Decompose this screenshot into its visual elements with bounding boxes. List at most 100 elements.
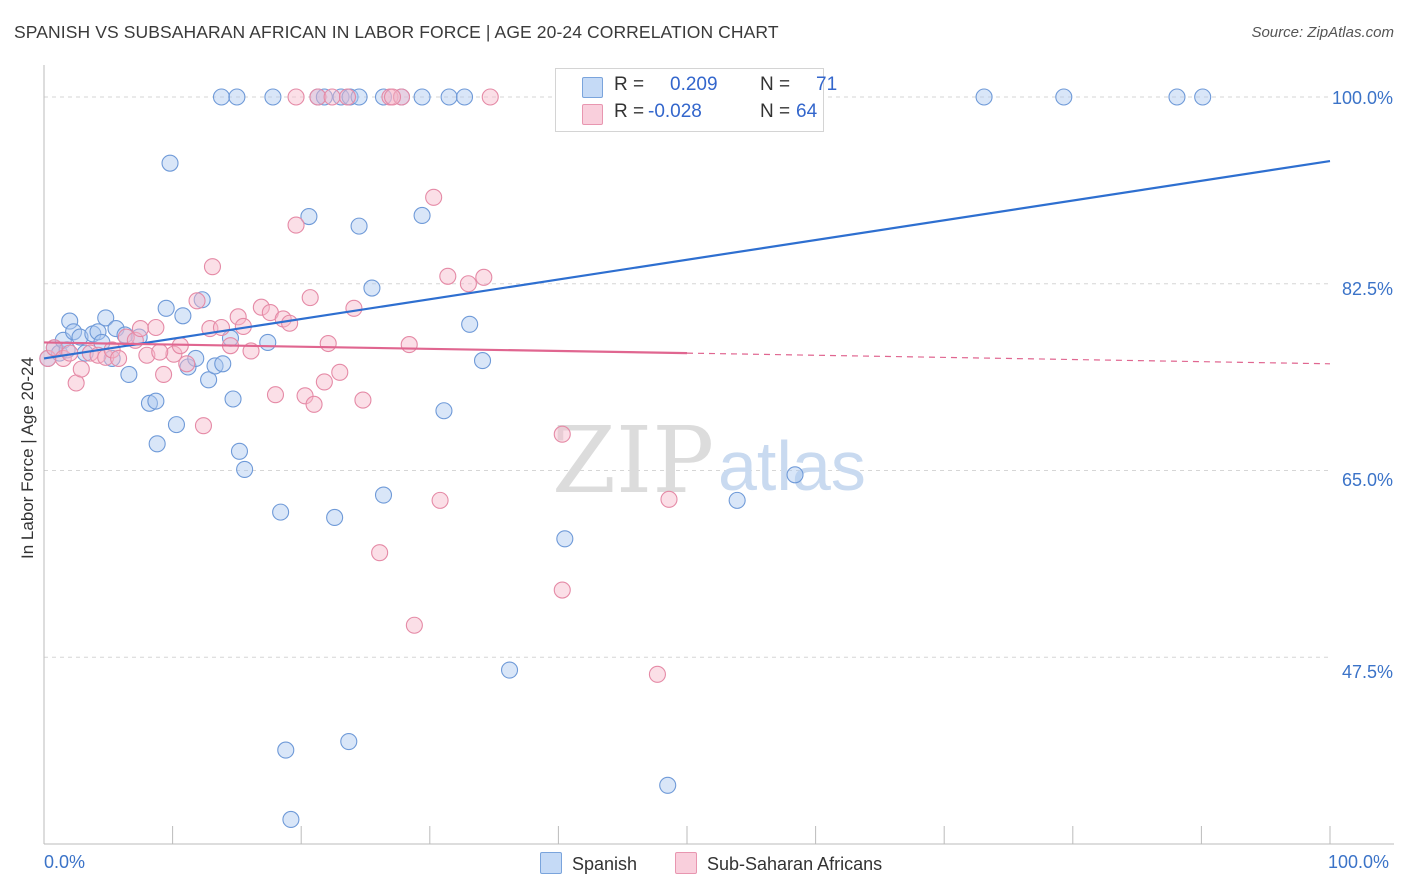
spanish-point [374, 88, 393, 106]
spanish-point [120, 365, 138, 384]
axes [43, 65, 1394, 845]
bottom-legend-spanish: Spanish [540, 852, 637, 875]
spanish-point [272, 503, 290, 521]
bottom-legend-label: Sub-Saharan Africans [707, 854, 883, 874]
subsaharan-point [345, 299, 363, 317]
subsaharan-point [229, 308, 247, 326]
spanish-point [193, 291, 211, 309]
y-tick-100: 100.0% [1331, 88, 1393, 108]
subsaharan-point [553, 425, 571, 443]
spanish-point [440, 88, 458, 106]
x-tick-max: 100.0% [1328, 852, 1390, 872]
watermark: ZIP atlas [552, 407, 866, 514]
spanish-point [230, 442, 249, 460]
spanish-point [413, 88, 431, 106]
watermark-zip: ZIP [552, 407, 714, 514]
spanish-point [350, 217, 368, 235]
subsaharan-point [131, 320, 149, 338]
legend-swatch-subsaharan [582, 104, 603, 125]
spanish-point [435, 402, 453, 420]
bottom-legend-swatch-spanish [540, 852, 562, 874]
watermark-atlas: atlas [718, 427, 866, 505]
spanish-point [277, 741, 295, 759]
spanish-point [89, 323, 107, 341]
subsaharan-point [305, 395, 323, 413]
subsaharan-point [459, 275, 477, 293]
spanish-point [556, 530, 574, 548]
spanish-point [212, 88, 231, 106]
subsaharan-point [151, 343, 169, 361]
correlation-legend: R = 0.209 N = 71 R = -0.028 N = 64 [555, 68, 837, 132]
bottom-legend-label: Spanish [572, 854, 638, 874]
spanish-point [264, 88, 282, 106]
spanish-point [1055, 88, 1073, 106]
spanish-point [161, 154, 179, 172]
spanish-point [1194, 88, 1212, 106]
spanish-point [97, 309, 115, 327]
subsaharan-point [287, 216, 305, 234]
subsaharan-point [281, 314, 299, 332]
subsaharan-point [331, 363, 349, 381]
legend-n-value: 71 [816, 74, 838, 95]
gridlines [44, 96, 1330, 658]
subsaharan-point [155, 365, 173, 384]
trend-lines [43, 159, 1331, 365]
legend-swatch-spanish [582, 77, 603, 98]
chart-title: SPANISH VS SUBSAHARAN AFRICAN IN LABOR F… [14, 22, 779, 42]
subsaharan-point [425, 188, 443, 206]
subsaharan-point [147, 318, 165, 337]
subsaharan-point [354, 391, 372, 409]
subsaharan-point [287, 88, 305, 106]
spanish-point [157, 299, 175, 317]
legend-r-value: -0.028 [648, 101, 702, 122]
legend-n-label: N = [760, 74, 791, 95]
spanish-point [455, 88, 474, 106]
bottom-legend-swatch-subsaharan [675, 852, 697, 874]
y-tick-65: 65.0% [1341, 470, 1393, 490]
spanish-point [224, 390, 242, 408]
subsaharan-point [178, 355, 196, 373]
spanish-point [187, 349, 205, 368]
legend-r-label: R = [614, 101, 645, 122]
legend-r-value: 0.209 [670, 74, 718, 95]
subsaharan-point [439, 267, 457, 285]
spanish-point [461, 315, 479, 333]
spanish-point [363, 279, 381, 297]
subsaharan-point [203, 258, 222, 276]
subsaharan-point [110, 349, 128, 368]
subsaharan-point [392, 88, 411, 106]
subsaharan-point [296, 387, 314, 405]
spanish-point [374, 486, 393, 504]
y-axis-label: In Labor Force | Age 20-24 [18, 357, 37, 559]
spanish-point [1168, 88, 1186, 106]
spanish-trend-line [43, 159, 1331, 360]
spanish-point [228, 88, 246, 106]
spanish-point [236, 460, 254, 478]
subsaharan-point [138, 346, 156, 364]
spanish-point [350, 88, 368, 106]
subsaharan-point [188, 292, 206, 310]
spanish-point [326, 508, 344, 527]
spanish-point [473, 352, 492, 370]
spanish-point [214, 355, 232, 373]
subsaharan-point [309, 88, 327, 106]
subsaharan-point [405, 616, 423, 634]
legend-n-value: 64 [796, 101, 818, 122]
subsaharan-point [266, 386, 285, 404]
bottom-legend-subsaharan: Sub-Saharan Africans [675, 852, 882, 875]
spanish-point [300, 207, 318, 226]
source-label: Source: ZipAtlas.com [1251, 24, 1394, 41]
subsaharan-point [319, 334, 337, 353]
subsaharan-point [72, 360, 90, 378]
subsaharan-point [301, 289, 319, 307]
spanish-point [147, 392, 165, 410]
subsaharan-trend-line-dashed [686, 352, 1331, 365]
spanish-point [200, 371, 218, 389]
spanish-point [413, 206, 431, 225]
subsaharan-point [371, 544, 389, 562]
subsaharan-point [323, 88, 341, 106]
y-tick-82-5: 82.5% [1341, 279, 1393, 299]
spanish-point [140, 394, 159, 412]
subsaharan-point [194, 417, 213, 435]
